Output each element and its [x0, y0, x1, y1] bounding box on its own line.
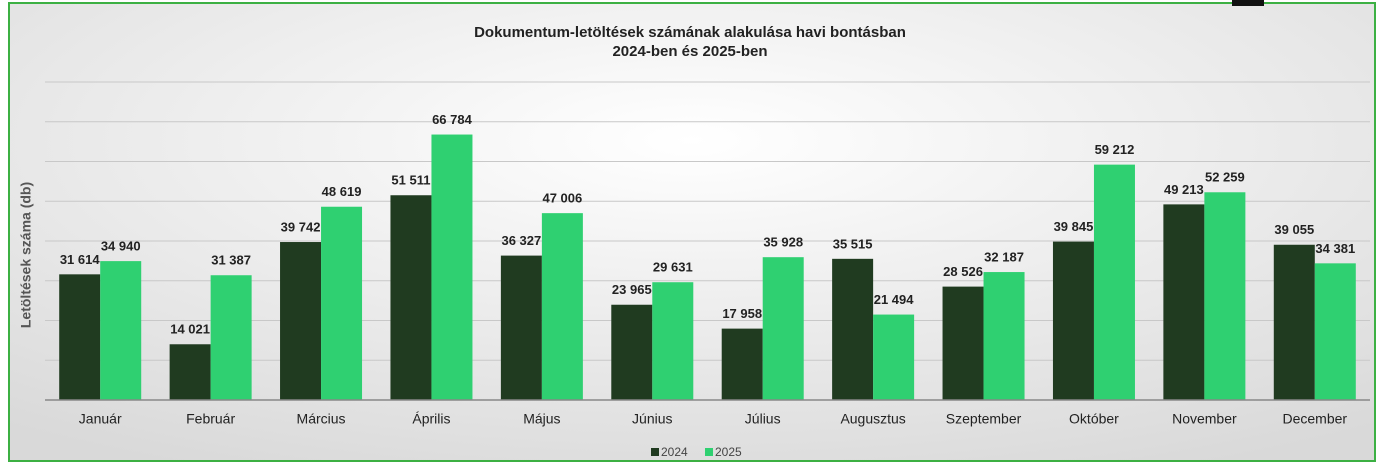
value-label: 14 021 — [170, 322, 210, 337]
legend-swatch — [651, 448, 659, 456]
x-tick-label: Január — [79, 411, 122, 427]
value-label: 34 940 — [101, 239, 141, 254]
bar — [541, 213, 583, 400]
x-tick-label: Február — [186, 411, 235, 427]
x-tick-label: Június — [632, 411, 672, 427]
value-label: 51 511 — [391, 173, 430, 188]
value-label: 48 619 — [322, 184, 362, 199]
logo — [1232, 0, 1264, 6]
value-label: 32 187 — [984, 249, 1024, 264]
bar — [169, 344, 211, 400]
value-label: 29 631 — [653, 260, 693, 275]
value-label: 35 515 — [833, 236, 873, 251]
bar — [942, 286, 984, 400]
value-label: 36 327 — [501, 233, 541, 248]
bar — [1314, 263, 1356, 400]
value-label: 49 213 — [1164, 182, 1204, 197]
chart-title: Dokumentum-letöltések számának alakulása… — [474, 24, 906, 41]
bar — [100, 261, 142, 400]
x-tick-label: Július — [745, 411, 781, 427]
bar — [390, 195, 432, 400]
value-label: 39 055 — [1274, 222, 1314, 237]
bar — [321, 206, 363, 400]
bar — [721, 328, 763, 400]
value-label: 21 494 — [874, 292, 915, 307]
value-label: 31 387 — [211, 253, 251, 268]
legend-label: 2024 — [661, 445, 688, 459]
bar — [1093, 164, 1135, 400]
bar — [832, 258, 874, 400]
x-tick-label: Augusztus — [840, 411, 905, 427]
bar — [1052, 241, 1094, 400]
x-tick-label: Március — [297, 411, 346, 427]
x-tick-label: November — [1172, 411, 1237, 427]
value-label: 34 381 — [1315, 241, 1355, 256]
x-tick-label: Szeptember — [946, 411, 1022, 427]
legend-swatch — [705, 448, 713, 456]
value-label: 35 928 — [763, 235, 803, 250]
value-label: 47 006 — [542, 191, 582, 206]
legend-label: 2025 — [715, 445, 742, 459]
bar — [762, 257, 804, 400]
bar — [210, 275, 252, 400]
value-label: 52 259 — [1205, 170, 1245, 185]
x-tick-label: December — [1282, 411, 1347, 427]
x-tick-label: Május — [523, 411, 560, 427]
bar — [280, 242, 322, 400]
bar — [1163, 204, 1205, 400]
value-label: 59 212 — [1095, 142, 1135, 157]
value-label: 39 742 — [281, 219, 321, 234]
bar — [873, 314, 915, 400]
value-label: 39 845 — [1054, 219, 1094, 234]
value-label: 31 614 — [60, 252, 101, 267]
bar — [59, 274, 101, 400]
value-label: 66 784 — [432, 112, 473, 127]
bar — [983, 272, 1025, 400]
bar — [1204, 192, 1246, 400]
value-label: 23 965 — [612, 282, 652, 297]
x-tick-label: Április — [412, 411, 450, 427]
bar — [652, 282, 694, 400]
bar — [1273, 244, 1315, 400]
bar — [611, 304, 653, 400]
value-label: 17 958 — [722, 306, 762, 321]
chart-subtitle: 2024-ben és 2025-ben — [612, 43, 767, 60]
bar — [431, 134, 473, 400]
value-label: 28 526 — [943, 264, 983, 279]
bar — [500, 255, 542, 400]
x-tick-label: Október — [1069, 411, 1119, 427]
y-axis-label: Letöltések száma (db) — [18, 182, 34, 328]
